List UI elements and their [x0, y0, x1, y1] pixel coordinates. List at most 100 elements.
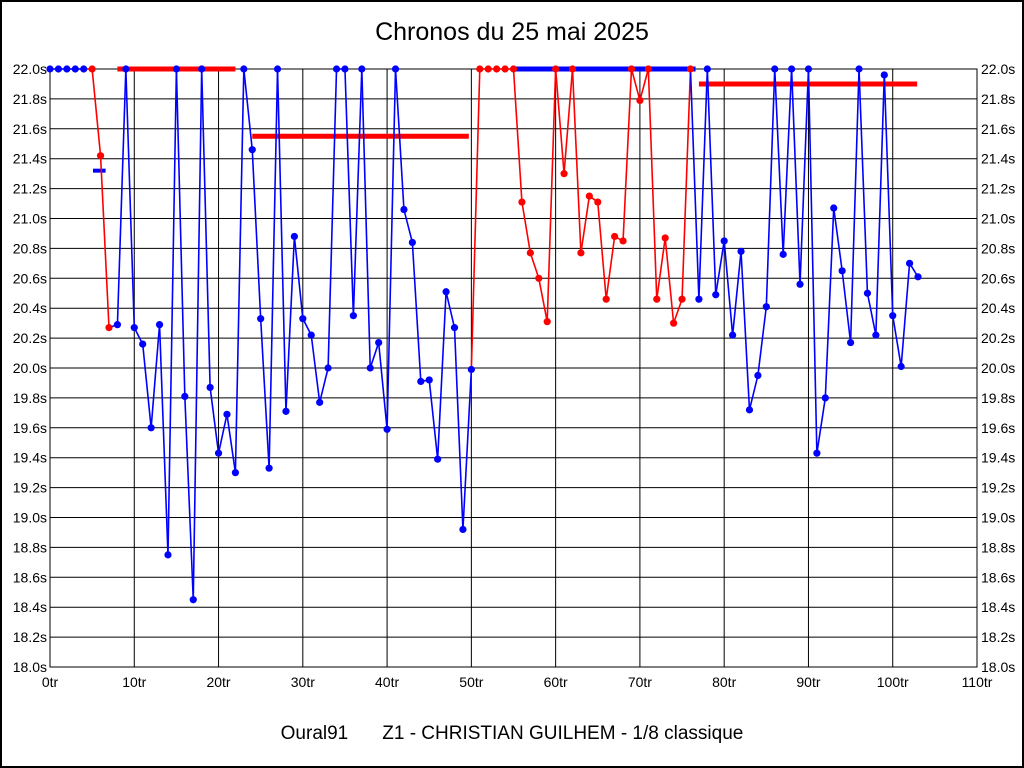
- lap-point: [568, 65, 577, 73]
- lap-segment: [799, 68, 810, 285]
- lap-segment: [268, 68, 279, 469]
- lap-point: [316, 398, 324, 406]
- y-tick-label-right: 19.4s: [981, 450, 1015, 466]
- x-tick-label: 20tr: [206, 674, 230, 690]
- lap-point: [830, 204, 838, 212]
- lap-segment: [832, 207, 843, 271]
- y-tick-label-right: 19.2s: [981, 480, 1015, 496]
- lap-segment: [361, 68, 372, 369]
- lap-point: [670, 319, 678, 327]
- lap-segment: [866, 293, 877, 336]
- x-tick-label: 30tr: [291, 674, 315, 690]
- lap-point: [231, 469, 239, 477]
- y-tick-label-right: 18.2s: [981, 629, 1015, 645]
- y-tick-label-left: 19.6s: [13, 420, 47, 436]
- lap-segment: [226, 414, 237, 473]
- lap-point: [855, 65, 863, 73]
- lap-point: [788, 65, 796, 73]
- lap-point: [105, 324, 113, 332]
- lap-point: [905, 259, 914, 267]
- lap-segment: [773, 68, 784, 255]
- lap-point: [257, 315, 265, 323]
- lap-segment: [462, 369, 473, 530]
- lap-point: [585, 192, 593, 200]
- lap-segment: [184, 396, 195, 600]
- y-tick-label-right: 21.4s: [981, 151, 1015, 167]
- y-tick-label-right: 21.0s: [981, 211, 1015, 227]
- y-tick-label-right: 20.4s: [981, 300, 1015, 316]
- lap-point: [476, 65, 484, 73]
- lap-segment: [748, 375, 759, 411]
- lap-segment: [891, 315, 902, 367]
- lap-segment: [689, 68, 700, 300]
- lap-segment: [91, 68, 102, 156]
- lap-segment: [841, 270, 852, 343]
- lap-segment: [782, 68, 793, 255]
- lap-segment: [554, 68, 565, 174]
- lap-point: [147, 424, 155, 432]
- lap-segment: [318, 367, 329, 403]
- footer-club-label: Oural91: [280, 723, 349, 744]
- y-tick-label-left: 21.6s: [13, 121, 47, 137]
- lap-segment: [664, 237, 675, 324]
- lap-point: [653, 295, 661, 303]
- lap-segment: [714, 240, 725, 295]
- lap-segment: [571, 68, 582, 253]
- lap-segment: [622, 68, 633, 241]
- lap-segment: [234, 68, 245, 473]
- lap-point: [139, 340, 147, 348]
- lap-segment: [327, 68, 338, 369]
- lap-segment: [824, 207, 835, 398]
- y-tick-label-right: 20.8s: [981, 240, 1015, 256]
- lap-point: [678, 295, 686, 303]
- y-tick-label-left: 19.2s: [13, 480, 47, 496]
- lap-point: [240, 65, 248, 73]
- lap-point: [754, 371, 762, 380]
- lap-point: [644, 65, 652, 73]
- x-tick-label: 90tr: [796, 674, 820, 690]
- y-tick-label-left: 21.4s: [13, 151, 47, 167]
- lap-segment: [243, 68, 254, 150]
- y-tick-label-left: 20.8s: [13, 240, 47, 256]
- lap-point: [324, 364, 332, 372]
- lap-point: [189, 596, 197, 604]
- lap-point: [552, 65, 560, 73]
- y-tick-label-right: 21.8s: [981, 91, 1015, 107]
- lap-segment: [757, 306, 768, 376]
- lap-segment: [706, 68, 717, 295]
- lap-point: [737, 247, 745, 255]
- lap-segment: [630, 68, 641, 101]
- lap-point: [594, 198, 602, 206]
- lap-point: [745, 406, 754, 414]
- lap-segment: [639, 68, 650, 101]
- lap-point: [526, 249, 534, 257]
- y-tick-label-right: 19.0s: [981, 510, 1015, 526]
- lap-segment: [596, 201, 607, 300]
- lap-point: [459, 525, 467, 534]
- y-tick-label-right: 19.8s: [981, 390, 1015, 406]
- lap-segment: [681, 68, 692, 300]
- lap-segment: [883, 74, 894, 316]
- lap-segment: [849, 68, 860, 343]
- x-tick-label: 70tr: [628, 674, 652, 690]
- lap-point: [391, 65, 400, 73]
- y-tick-label-left: 18.2s: [13, 629, 47, 645]
- lap-segment: [428, 379, 439, 460]
- lap-segment: [386, 68, 397, 430]
- lap-segment: [125, 68, 136, 328]
- lap-segment: [655, 237, 666, 300]
- y-tick-label-right: 18.0s: [981, 659, 1015, 675]
- lap-point: [130, 324, 138, 332]
- y-tick-label-right: 18.4s: [981, 599, 1015, 615]
- y-tick-label-right: 18.6s: [981, 569, 1015, 585]
- y-tick-label-left: 21.2s: [13, 181, 47, 197]
- y-tick-label-left: 20.4s: [13, 300, 47, 316]
- lap-point: [771, 65, 779, 73]
- lap-segment: [529, 252, 540, 279]
- lap-segment: [647, 68, 658, 300]
- lap-segment: [723, 240, 734, 336]
- lap-point: [729, 331, 737, 339]
- x-tick-label: 100tr: [877, 674, 909, 690]
- lap-point: [113, 321, 122, 329]
- lap-point: [897, 362, 905, 371]
